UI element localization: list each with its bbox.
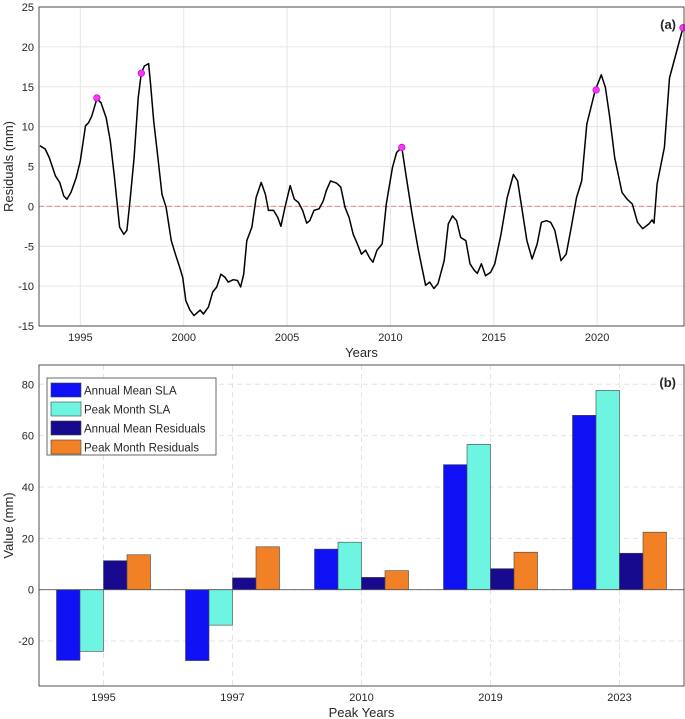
y-tick-label: 0	[28, 585, 34, 597]
y-tick-label: 10	[22, 122, 34, 134]
x-axis-label: Peak Years	[329, 705, 395, 719]
y-tick-label: -5	[24, 241, 34, 253]
bar-peak-month-residuals	[642, 531, 667, 591]
y-tick-label: 20	[22, 533, 34, 545]
y-tick-label: 40	[22, 482, 34, 494]
x-tick-label: 1995	[68, 332, 92, 344]
bar-annual-mean-sla	[572, 415, 597, 590]
bar-annual-mean-sla	[314, 548, 339, 591]
panel-label: (b)	[659, 375, 676, 390]
bar-peak-month-sla	[79, 589, 104, 652]
y-tick-label: 5	[28, 162, 34, 174]
bar-peak-month-sla	[595, 390, 620, 590]
legend-label: Peak Month SLA	[84, 405, 171, 417]
panel-a-residuals-line-chart: 1995 2000 2005 2010 2015 2020 -15 -10 -5 0 5 10 15 20…	[1, 2, 685, 360]
bar-annual-mean-residuals	[361, 577, 386, 590]
x-tick-label: 2010	[378, 332, 402, 344]
x-tick-label: 2005	[275, 332, 299, 344]
y-tick-label: -10	[18, 281, 34, 293]
x-tick-label: 1995	[91, 692, 115, 704]
y-tick-label: -15	[18, 321, 34, 333]
x-tick-label: 2019	[478, 692, 502, 704]
peak-marker	[93, 94, 101, 102]
y-tick-label: 25	[22, 2, 34, 14]
axes-box	[38, 364, 685, 687]
x-tick-label: 2010	[349, 692, 373, 704]
x-tick-label: 2015	[482, 332, 506, 344]
panel-label: (a)	[660, 17, 676, 32]
axes-box	[38, 6, 685, 327]
x-axis-label: Years	[345, 345, 378, 360]
bar-peak-month-sla	[337, 541, 362, 591]
bar-peak-month-residuals	[126, 554, 151, 591]
legend: Annual Mean SLA Peak Month SLA Annual Mean…	[46, 377, 217, 456]
bar-annual-mean-sla	[185, 589, 210, 661]
x-tick-label: 2023	[607, 692, 631, 704]
bar-annual-mean-residuals	[490, 568, 515, 590]
y-axis-label: Value (mm)	[1, 492, 16, 558]
x-tick-label: 1997	[220, 692, 244, 704]
bar-peak-month-residuals	[513, 551, 538, 591]
legend-label: Annual Mean SLA	[84, 386, 177, 398]
bar-peak-month-sla	[208, 589, 233, 626]
legend-swatch	[50, 401, 82, 417]
bar-annual-mean-sla	[443, 464, 468, 590]
x-tick-label: 2020	[585, 332, 609, 344]
y-tick-label: 60	[22, 431, 34, 443]
y-tick-label: 20	[22, 42, 34, 54]
y-tick-label: -20	[18, 636, 34, 648]
x-tick-label: 2000	[171, 332, 195, 344]
bar-peak-month-sla	[466, 444, 491, 590]
legend-swatch	[50, 382, 82, 398]
y-tick-label: 15	[22, 82, 34, 94]
legend-swatch	[50, 420, 82, 436]
legend-label: Peak Month Residuals	[84, 443, 199, 455]
y-tick-label: 80	[22, 379, 34, 391]
panel-b-peak-years-bar-chart: 1995 1997 2010 2019 2023 -20 0 20 40 60 80 Annual M…	[1, 364, 685, 719]
legend-label: Annual Mean Residuals	[84, 424, 206, 436]
y-tick-label: 0	[28, 201, 34, 213]
bar-peak-month-residuals	[384, 570, 409, 590]
legend-swatch	[50, 439, 82, 455]
peak-marker	[398, 143, 406, 151]
bar-annual-mean-sla	[56, 589, 81, 661]
peak-marker	[137, 69, 145, 77]
peak-marker	[592, 86, 600, 94]
bar-annual-mean-residuals	[103, 560, 128, 590]
y-axis-label: Residuals (mm)	[1, 121, 16, 212]
bar-annual-mean-residuals	[232, 577, 257, 591]
bar-peak-month-residuals	[255, 546, 280, 590]
bar-annual-mean-residuals	[619, 552, 644, 590]
residuals-line	[39, 27, 684, 317]
